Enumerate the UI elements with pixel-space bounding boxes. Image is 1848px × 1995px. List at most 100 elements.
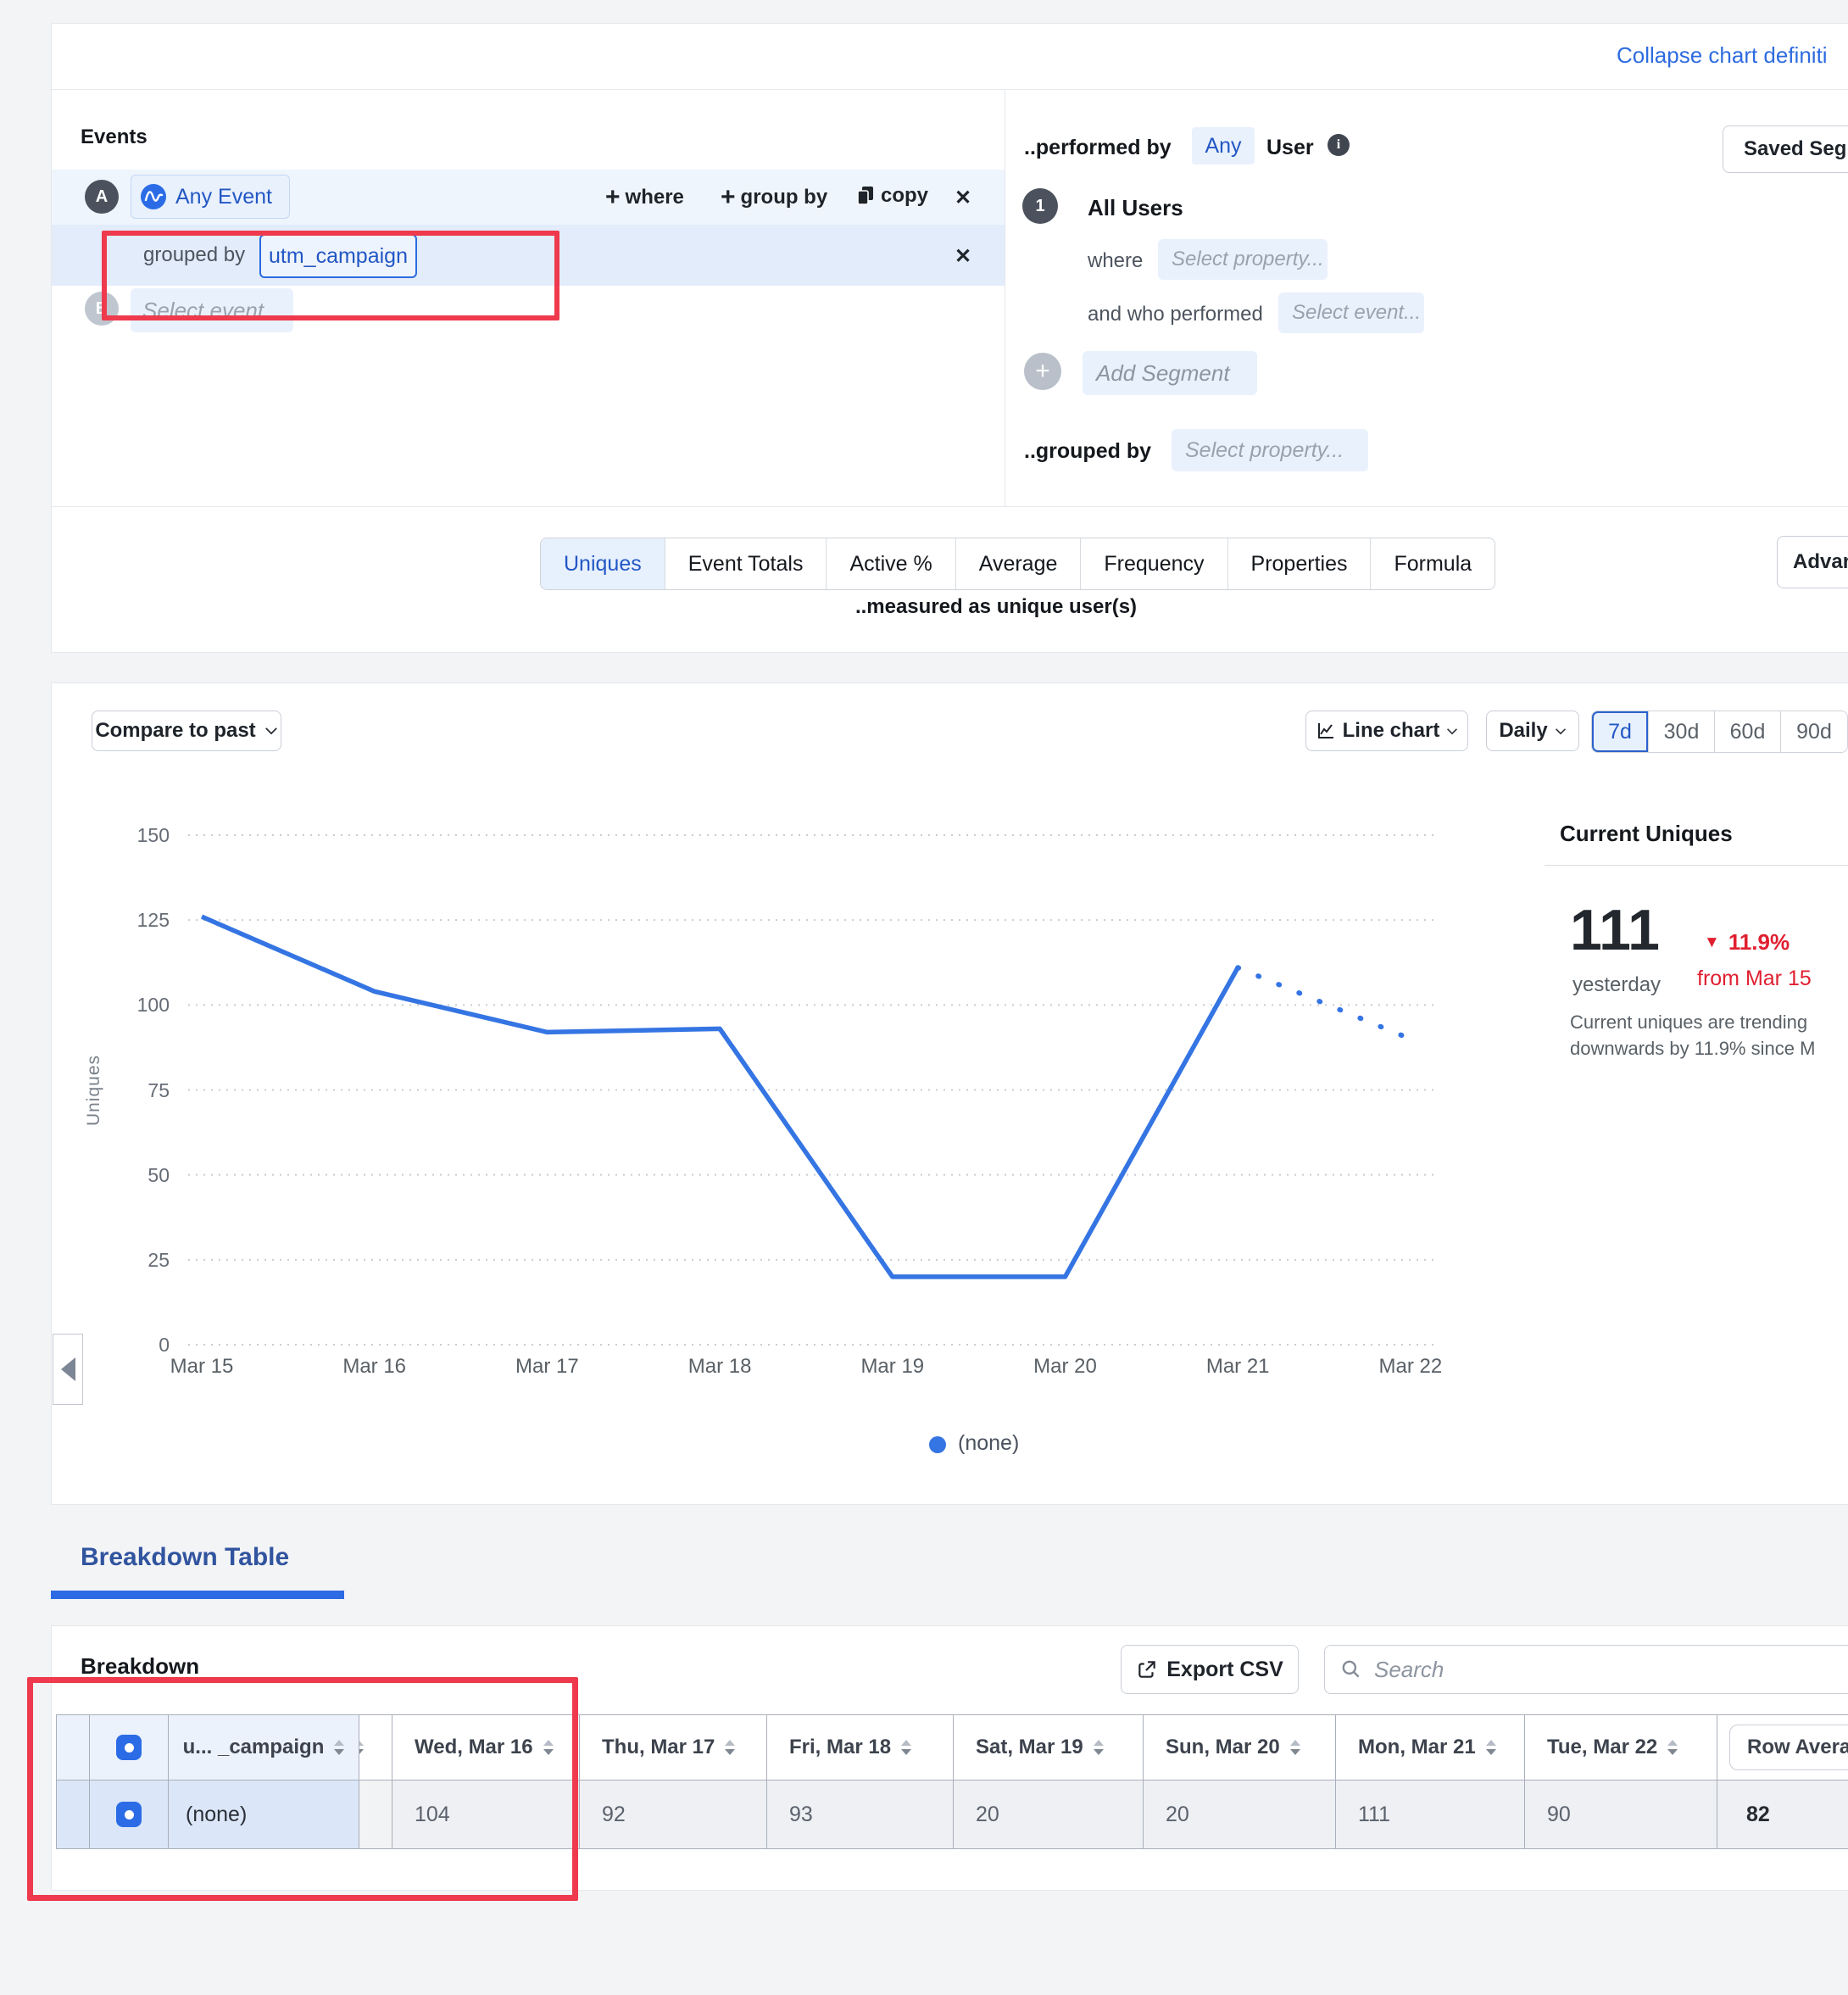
y-tick-0: 0 xyxy=(159,1334,170,1356)
row-average-button[interactable]: Row Avera xyxy=(1729,1725,1848,1770)
row-value-5: 111 xyxy=(1336,1780,1525,1848)
sort-icon[interactable] xyxy=(725,1740,736,1755)
header-group-column[interactable]: u... _campaign xyxy=(169,1715,359,1780)
add-segment-plus-icon[interactable]: + xyxy=(1024,353,1061,390)
chevron-down-icon xyxy=(264,727,277,735)
measured-as-label: ..measured as unique user(s) xyxy=(854,595,1138,618)
sort-icon[interactable] xyxy=(901,1740,912,1755)
add-segment-chip[interactable]: Add Segment xyxy=(1083,351,1257,395)
sort-icon[interactable] xyxy=(334,1740,345,1755)
header-date-sat-mar-19[interactable]: Sat, Mar 19 xyxy=(954,1715,1144,1780)
y-tick-100: 100 xyxy=(136,994,170,1017)
copy-event-button[interactable]: copy xyxy=(855,184,928,208)
row-checkbox[interactable] xyxy=(116,1735,142,1760)
info-icon[interactable]: i xyxy=(1328,134,1350,156)
legend-label[interactable]: (none) xyxy=(958,1431,1020,1455)
range-30d[interactable]: 30d xyxy=(1649,711,1715,752)
remove-event-button[interactable]: ✕ xyxy=(955,187,972,209)
sort-icon[interactable] xyxy=(1093,1740,1104,1755)
triangle-down-icon: ▼ xyxy=(1704,933,1720,951)
collapse-panel-handle[interactable] xyxy=(53,1334,83,1405)
header-date-wed-mar-16[interactable]: Wed, Mar 16 xyxy=(392,1715,580,1780)
header-date-fri-mar-18[interactable]: Fri, Mar 18 xyxy=(767,1715,954,1780)
compare-to-past-button[interactable]: Compare to past xyxy=(92,711,281,751)
chart-type-button[interactable]: Line chart xyxy=(1305,711,1468,751)
tab-uniques[interactable]: Uniques xyxy=(541,538,665,589)
x-tick-mar-19: Mar 19 xyxy=(860,1355,925,1378)
x-tick-mar-15: Mar 15 xyxy=(170,1355,234,1378)
tab-frequency[interactable]: Frequency xyxy=(1081,538,1228,589)
row-checkbox[interactable] xyxy=(116,1802,142,1827)
sort-icon[interactable] xyxy=(359,1740,364,1755)
tab-event-totals[interactable]: Event Totals xyxy=(665,538,827,589)
copy-icon xyxy=(855,185,876,207)
sort-icon[interactable] xyxy=(1289,1740,1300,1755)
sort-icon[interactable] xyxy=(1667,1740,1678,1755)
header-row-average[interactable]: Row Avera xyxy=(1717,1715,1848,1780)
line-chart-icon xyxy=(1317,723,1333,738)
remove-group-by-button[interactable]: ✕ xyxy=(955,245,972,268)
header-date-mon-mar-21[interactable]: Mon, Mar 21 xyxy=(1336,1715,1525,1780)
advanced-button[interactable]: Advan xyxy=(1777,536,1848,588)
tab-average[interactable]: Average xyxy=(956,538,1082,589)
header-checkbox-cell xyxy=(90,1715,169,1780)
event-badge-a: A xyxy=(85,180,119,214)
chevron-down-icon xyxy=(1555,727,1566,734)
export-csv-button[interactable]: Export CSV xyxy=(1121,1645,1299,1694)
who-performed-label: and who performed xyxy=(1088,303,1263,326)
legend-dot xyxy=(929,1436,946,1453)
series-line-solid xyxy=(200,914,1240,1279)
add-group-by-button[interactable]: + group by xyxy=(721,183,828,211)
add-where-filter-button[interactable]: + where xyxy=(605,183,684,211)
header-date-thu-mar-17[interactable]: Thu, Mar 17 xyxy=(580,1715,767,1780)
x-tick-mar-21: Mar 21 xyxy=(1205,1355,1270,1378)
line-chart-plot[interactable] xyxy=(188,831,1441,1350)
performed-by-label: ..performed by xyxy=(1024,136,1172,159)
current-uniques-period: yesterday xyxy=(1572,973,1662,996)
select-event-b-chip[interactable]: Select event... xyxy=(131,288,293,332)
event-selector-any-event[interactable]: Any Event xyxy=(131,175,290,219)
row-value-4: 20 xyxy=(1144,1780,1336,1848)
breakdown-table-tab[interactable]: Breakdown Table xyxy=(81,1543,290,1571)
row-value-0: 104 xyxy=(392,1780,580,1848)
who-performed-event-chip[interactable]: Select event... xyxy=(1278,293,1424,333)
y-tick-150: 150 xyxy=(136,824,170,846)
sort-icon[interactable] xyxy=(543,1740,554,1755)
user-label: User xyxy=(1266,136,1314,159)
any-user-selector[interactable]: Any xyxy=(1192,127,1255,164)
segment-grouped-by-chip[interactable]: Select property... xyxy=(1172,429,1368,471)
topbar-divider xyxy=(51,89,1848,90)
series-line-dotted xyxy=(1235,965,1413,1042)
chevron-down-icon xyxy=(1447,727,1458,734)
segment-where-property-chip[interactable]: Select property... xyxy=(1158,239,1328,280)
sort-icon[interactable] xyxy=(1485,1740,1496,1755)
breakdown-search xyxy=(1324,1645,1848,1694)
range-90d[interactable]: 90d xyxy=(1796,719,1832,744)
range-60d[interactable]: 60d xyxy=(1715,711,1781,752)
row-average-value: 82 xyxy=(1717,1780,1848,1848)
table-row[interactable]: (none) 104 92 93 20 20 111 90 82 xyxy=(57,1780,1848,1848)
range-7d[interactable]: 7d xyxy=(1592,711,1649,752)
saved-segments-button[interactable]: Saved Segme xyxy=(1723,125,1848,173)
segment-number-badge: 1 xyxy=(1022,188,1058,224)
tab-active-[interactable]: Active % xyxy=(827,538,956,589)
header-spacer-cell xyxy=(57,1715,90,1780)
granularity-button[interactable]: Daily xyxy=(1486,711,1579,751)
header-date-sun-mar-20[interactable]: Sun, Mar 20 xyxy=(1144,1715,1336,1780)
row-group-value: (none) xyxy=(169,1780,359,1848)
x-tick-mar-20: Mar 20 xyxy=(1033,1355,1097,1378)
collapse-chart-definition-link[interactable]: Collapse chart definiti xyxy=(1617,42,1828,68)
row-value-6: 90 xyxy=(1525,1780,1717,1848)
breakdown-table: u... _campaign Wed, Mar 16 Thu, Mar 17 Fri,… xyxy=(56,1714,1848,1849)
tab-formula[interactable]: Formula xyxy=(1394,551,1472,576)
grouped-by-property-chip[interactable]: utm_campaign xyxy=(259,234,417,278)
grouped-by-label: grouped by xyxy=(143,243,246,266)
tab-properties[interactable]: Properties xyxy=(1228,538,1372,589)
plus-icon: + xyxy=(605,183,621,211)
search-input[interactable] xyxy=(1372,1655,1783,1684)
header-date-tue-mar-22[interactable]: Tue, Mar 22 xyxy=(1525,1715,1717,1780)
date-range-group: 7d 30d 60d 90d xyxy=(1591,711,1848,753)
x-tick-mar-16: Mar 16 xyxy=(342,1355,407,1378)
header-clipped-column xyxy=(359,1715,392,1780)
